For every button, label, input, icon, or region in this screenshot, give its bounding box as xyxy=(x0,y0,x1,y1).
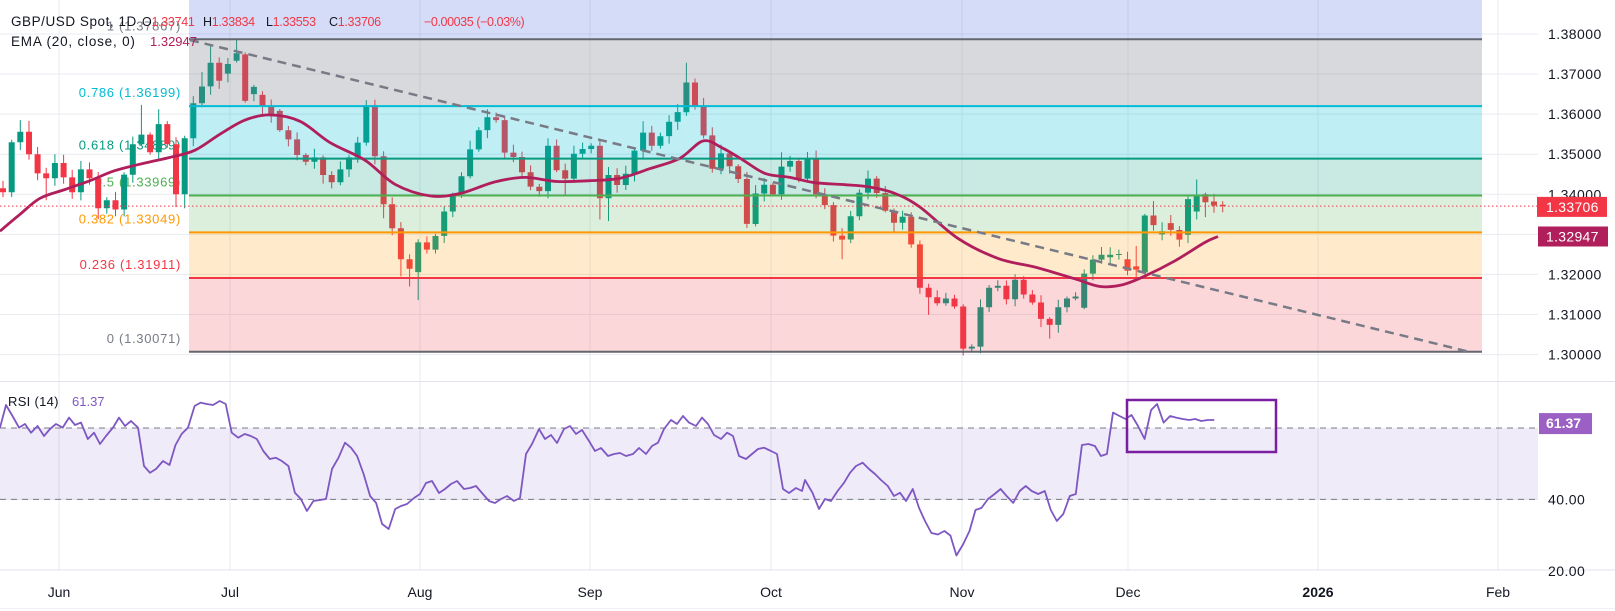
svg-text:1.32947: 1.32947 xyxy=(150,34,197,49)
svg-text:Aug: Aug xyxy=(408,584,433,600)
svg-text:Dec: Dec xyxy=(1116,584,1141,600)
svg-text:1.36000: 1.36000 xyxy=(1548,106,1602,122)
svg-text:RSI (14): RSI (14) xyxy=(8,394,59,409)
svg-text:1 (1.37867): 1 (1.37867) xyxy=(107,18,181,33)
svg-text:2026: 2026 xyxy=(1302,584,1333,600)
svg-text:40.00: 40.00 xyxy=(1548,491,1585,507)
svg-text:1.32947: 1.32947 xyxy=(1546,229,1599,245)
svg-text:0.618 (1.34889): 0.618 (1.34889) xyxy=(79,138,181,153)
svg-text:0.5 (1.33969): 0.5 (1.33969) xyxy=(95,175,181,190)
svg-text:−0.00035 (−0.03%): −0.00035 (−0.03%) xyxy=(424,15,524,29)
svg-text:0.236 (1.31911): 0.236 (1.31911) xyxy=(80,257,181,272)
svg-text:0 (1.30071): 0 (1.30071) xyxy=(107,331,181,346)
svg-text:1.35000: 1.35000 xyxy=(1548,146,1602,162)
svg-text:H1.33834: H1.33834 xyxy=(203,15,255,29)
svg-text:1.31000: 1.31000 xyxy=(1548,307,1602,323)
svg-text:Nov: Nov xyxy=(950,584,975,600)
svg-text:1.37000: 1.37000 xyxy=(1548,66,1602,82)
svg-text:61.37: 61.37 xyxy=(1546,415,1581,431)
svg-text:Jun: Jun xyxy=(48,584,71,600)
svg-text:61.37: 61.37 xyxy=(72,394,105,409)
svg-text:0.786 (1.36199): 0.786 (1.36199) xyxy=(79,85,181,100)
svg-text:1.33706: 1.33706 xyxy=(1546,199,1599,215)
svg-text:1.32000: 1.32000 xyxy=(1548,266,1602,282)
svg-text:O1.33741: O1.33741 xyxy=(142,15,195,29)
svg-text:L1.33553: L1.33553 xyxy=(266,15,316,29)
svg-text:GBP/USD Spot, 1D: GBP/USD Spot, 1D xyxy=(11,14,137,29)
svg-text:0.382 (1.33049): 0.382 (1.33049) xyxy=(79,211,181,226)
svg-text:Jul: Jul xyxy=(221,584,239,600)
svg-text:Sep: Sep xyxy=(578,584,603,600)
svg-text:EMA (20, close, 0): EMA (20, close, 0) xyxy=(11,34,136,49)
svg-text:Oct: Oct xyxy=(760,584,782,600)
svg-text:Feb: Feb xyxy=(1486,584,1510,600)
svg-text:1.30000: 1.30000 xyxy=(1548,347,1602,363)
svg-text:C1.33706: C1.33706 xyxy=(329,15,381,29)
svg-text:1.38000: 1.38000 xyxy=(1548,26,1602,42)
svg-text:20.00: 20.00 xyxy=(1548,563,1585,579)
